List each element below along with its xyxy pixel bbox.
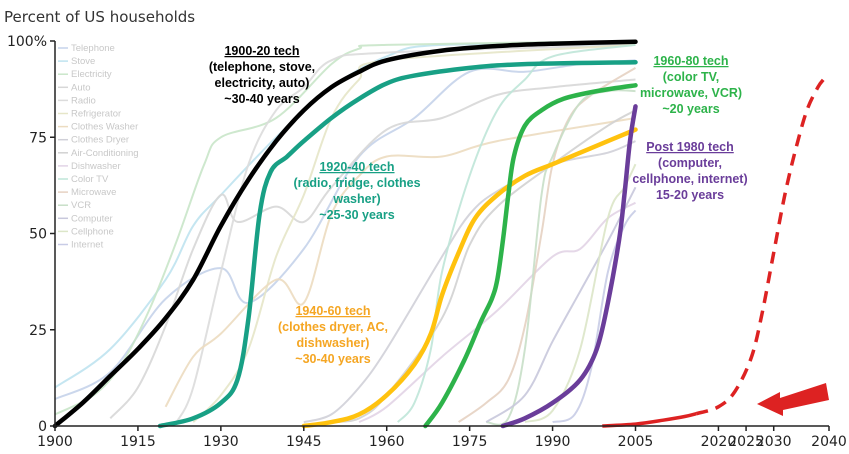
legend-item: Dishwasher [71,161,121,172]
legend-item: Auto [71,82,91,93]
background-series-line-11 [458,67,637,423]
background-series-line-4 [175,43,636,423]
annotation-tech-1940: 1940-60 tech (clothes dryer, AC, dishwashe… [278,304,388,366]
background-series-line-3 [109,78,636,419]
annotation-heading: 1940-60 tech [295,304,370,318]
y-axis-title: Percent of US households [4,8,196,26]
annotation-heading: Post 1980 tech [646,140,734,154]
annotation-line: (telephone, stove, [209,60,315,74]
annotation-line: (clothes dryer, AC, [278,320,388,334]
x-tick-label: 2025 [728,434,764,450]
background-series-line-7 [303,140,636,424]
annotation-tech-1980: Post 1980 tech (computer, cellphone, inter… [632,140,747,202]
y-tick-label: 25 [29,323,47,339]
legend-item: Refrigerator [71,109,121,120]
projection-series [602,78,825,428]
x-tick-label: 2020 [701,434,737,450]
background-series-line-8 [331,109,636,424]
x-tick-label: 2040 [811,434,847,450]
projection-solid-line [602,411,697,428]
legend-item: VCR [71,200,91,211]
projection-dashed-line [695,78,825,416]
series-line-4 [500,104,638,429]
highlight-series [52,39,638,429]
legend-item: Color TV [71,174,109,185]
legend-item: Computer [71,213,113,224]
x-tick-label: 1975 [452,434,488,450]
legend-item: Clothes Washer [71,122,138,133]
annotation-line: ~25-30 years [319,208,394,222]
annotation-tech-1960: 1960-80 tech (color TV, microwave, VCR) ~20… [640,54,742,116]
legend-item: Microwave [71,187,116,198]
annotation-line: electricity, auto) [215,76,310,90]
legend: Telephone Stove Electricity Auto Radio Refrig… [58,43,139,251]
legend-item: Telephone [71,43,115,54]
y-tick-label: 75 [29,130,47,146]
series-line-2 [301,127,638,429]
background-series [54,40,637,426]
x-tick-label: 1945 [286,434,322,450]
background-series-line-15 [552,209,637,424]
annotation-line: washer) [332,192,380,206]
annotations: 1900-20 tech (telephone, stove, electricit… [209,44,748,366]
background-series-line-9 [358,201,636,423]
annotation-heading: 1920-40 tech [319,160,394,174]
red-arrow-icon [757,383,829,416]
legend-item: Electricity [71,69,112,80]
legend-item: Cellphone [71,226,114,237]
legend-item: Internet [71,240,104,251]
annotation-tech-1920: 1920-40 tech (radio, fridge, clothes washe… [293,160,420,222]
annotation-line: 15-20 years [656,188,724,202]
annotation-line: dishwasher) [297,336,370,350]
series-line-1 [157,59,638,429]
annotation-line: ~30-40 years [224,92,299,106]
annotation-line: microwave, VCR) [640,86,742,100]
background-series-line-10 [397,43,636,423]
annotation-line: ~30-40 years [295,352,370,366]
annotation-line: (color TV, [663,70,720,84]
background-series-line-6 [164,117,636,408]
annotation-line: ~20 years [662,102,719,116]
legend-item: Radio [71,95,96,106]
legend-item: Air-Conditioning [71,148,139,159]
legend-item: Stove [71,56,95,67]
x-tick-label: 2030 [756,434,792,450]
x-tick-label: 1930 [203,434,239,450]
background-series-line-0 [54,59,636,401]
series-line-0 [52,39,638,429]
annotation-line: (radio, fridge, clothes [293,176,420,190]
x-tick-label: 1960 [369,434,405,450]
x-tick-label: 1990 [535,434,571,450]
annotation-line: cellphone, internet) [632,172,747,186]
y-tick-label: 0 [38,419,47,435]
series-line-3 [423,83,638,429]
annotation-tech-1900: 1900-20 tech (telephone, stove, electricit… [209,44,315,106]
y-tick-label: 50 [29,227,47,243]
background-series-line-13 [485,186,637,423]
x-tick-label: 1915 [120,434,156,450]
x-tick-label: 2005 [618,434,654,450]
x-tick-label: 1900 [37,434,73,450]
annotation-heading: 1900-20 tech [224,44,299,58]
y-tick-label: 100% [7,34,47,50]
annotation-heading: 1960-80 tech [653,54,728,68]
legend-item: Clothes Dryer [71,135,129,146]
annotation-line: (computer, [658,156,722,170]
